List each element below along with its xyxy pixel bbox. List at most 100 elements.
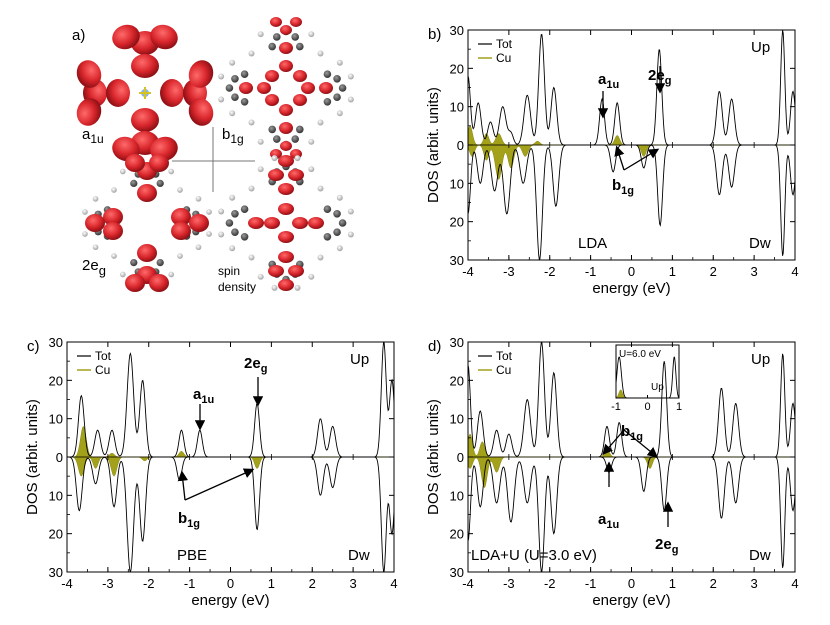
hydrogen-atom bbox=[308, 138, 315, 145]
hydrogen-atom bbox=[308, 31, 315, 38]
state-arrow bbox=[614, 145, 625, 171]
orbital-lobe bbox=[290, 17, 302, 27]
x-tick-label: 2 bbox=[309, 576, 316, 591]
y-tick-label: 30 bbox=[49, 335, 63, 350]
hydrogen-atom bbox=[294, 155, 301, 162]
orbital-lobe bbox=[150, 24, 178, 50]
y-tick-label: 20 bbox=[450, 61, 464, 76]
hydrogen-atom bbox=[294, 284, 301, 291]
spin-lobe bbox=[278, 231, 294, 243]
spin-lobe bbox=[288, 265, 304, 277]
inset-x-tick-label: -1 bbox=[611, 401, 621, 413]
state-arrow bbox=[623, 148, 660, 171]
carbon-atom bbox=[291, 135, 299, 143]
spin-lobe bbox=[292, 217, 308, 229]
orbital-lobe bbox=[280, 141, 292, 151]
spin-down-label: Dw bbox=[749, 547, 771, 564]
orbital-lobe bbox=[125, 274, 145, 292]
carbon-atom bbox=[338, 219, 347, 227]
panel-a-label: a) bbox=[72, 27, 85, 44]
x-tick-label: -3 bbox=[503, 576, 515, 591]
inset-up-label: Up bbox=[651, 382, 664, 393]
state-label-b1g: b1g bbox=[178, 510, 200, 530]
panel-c-pbe-dos: c) -4 -3 -2 -1 0 1 2 3 4 30 20 10 0 10 20 30 energy (eV) D… bbox=[24, 335, 398, 609]
x-tick-label: 2 bbox=[710, 264, 717, 279]
carbon-atom bbox=[240, 98, 249, 106]
carbon-atom bbox=[296, 125, 304, 134]
hydrogen-atom bbox=[317, 185, 324, 192]
carbon-atom bbox=[333, 75, 341, 83]
y-tick-label: 10 bbox=[49, 488, 63, 503]
orbital-lobe bbox=[112, 24, 140, 50]
spin-down-label: Dw bbox=[749, 235, 771, 252]
legend-cu-label: Cu bbox=[95, 363, 110, 377]
carbon-atom bbox=[130, 179, 138, 188]
spin-down-label: Dw bbox=[348, 547, 370, 564]
hydrogen-atom bbox=[168, 168, 175, 175]
hydrogen-atom bbox=[257, 138, 264, 145]
x-axis-title: energy (eV) bbox=[592, 280, 670, 297]
hydrogen-atom bbox=[271, 284, 278, 291]
x-tick-label: -4 bbox=[462, 576, 474, 591]
hydrogen-atom bbox=[336, 110, 343, 117]
hydrogen-atom bbox=[168, 271, 175, 278]
hydrogen-atom bbox=[218, 208, 225, 215]
series-cu-up bbox=[67, 425, 394, 458]
x-tick-label: 4 bbox=[791, 264, 798, 279]
hydrogen-atom bbox=[82, 209, 88, 215]
y-tick-label: 30 bbox=[450, 565, 464, 580]
x-tick-label: -1 bbox=[585, 264, 597, 279]
orbital-lobe bbox=[270, 17, 282, 27]
hydrogen-atom bbox=[82, 231, 88, 237]
hydrogen-atom bbox=[119, 271, 126, 278]
orbital-lobe bbox=[293, 70, 307, 82]
x-tick-label: 3 bbox=[751, 576, 758, 591]
spin-label-line1: spin bbox=[218, 264, 240, 278]
x-tick-label: 1 bbox=[669, 264, 676, 279]
spin-lobe bbox=[264, 217, 280, 229]
orbital-lobe bbox=[279, 104, 293, 116]
hydrogen-atom bbox=[111, 253, 117, 259]
hydrogen-atom bbox=[347, 208, 354, 215]
x-tick-label: -4 bbox=[61, 576, 73, 591]
y-tick-label: 20 bbox=[49, 527, 63, 542]
b1g-orbital-image bbox=[218, 17, 354, 159]
hydrogen-atom bbox=[257, 31, 264, 38]
spin-density-image bbox=[218, 155, 354, 291]
carbon-atom bbox=[156, 179, 164, 188]
hydrogen-atom bbox=[177, 253, 183, 259]
panel-b-lda-dos: b) -4 -3 -2 -1 0 1 2 3 4 30 20 10 0 10 20 30 energy (eV) D… bbox=[425, 23, 799, 297]
hydrogen-atom bbox=[271, 155, 278, 162]
orbital-lobe bbox=[279, 42, 293, 54]
hydrogen-atom bbox=[248, 254, 255, 261]
state-label-a1u: a1u bbox=[598, 71, 619, 91]
series-tot-down bbox=[468, 144, 795, 260]
orbital-lobe bbox=[188, 98, 214, 126]
hydrogen-atom bbox=[317, 119, 324, 126]
y-tick-label: 0 bbox=[457, 138, 464, 153]
hydrogen-atom bbox=[229, 59, 236, 66]
state-arrow bbox=[177, 470, 189, 501]
state-label-a1u: a1u bbox=[193, 386, 214, 406]
y-tick-label: 30 bbox=[450, 253, 464, 268]
spin-up-label: Up bbox=[350, 351, 369, 368]
hydrogen-atom bbox=[92, 244, 99, 251]
hydrogen-atom bbox=[218, 231, 225, 238]
hydrogen-atom bbox=[195, 195, 202, 202]
method-label: PBE bbox=[177, 547, 207, 564]
state-label-b1g: b1g bbox=[612, 177, 634, 197]
x-tick-label: -3 bbox=[102, 576, 114, 591]
carbon-atom bbox=[296, 42, 304, 51]
spin-up-label: Up bbox=[751, 351, 770, 368]
y-tick-label: 0 bbox=[457, 450, 464, 465]
orbital-lobe bbox=[106, 79, 130, 107]
carbon-atom bbox=[291, 33, 299, 41]
orbital-lobe bbox=[319, 82, 333, 94]
orbital-lobe bbox=[103, 208, 123, 226]
carbon-atom bbox=[130, 258, 138, 267]
spin-lobe bbox=[268, 265, 284, 277]
state-label-2eg: 2eg bbox=[244, 355, 267, 375]
orbital-lobe bbox=[265, 70, 279, 82]
series-cu-down bbox=[468, 456, 795, 489]
carbon-atom bbox=[240, 205, 249, 213]
